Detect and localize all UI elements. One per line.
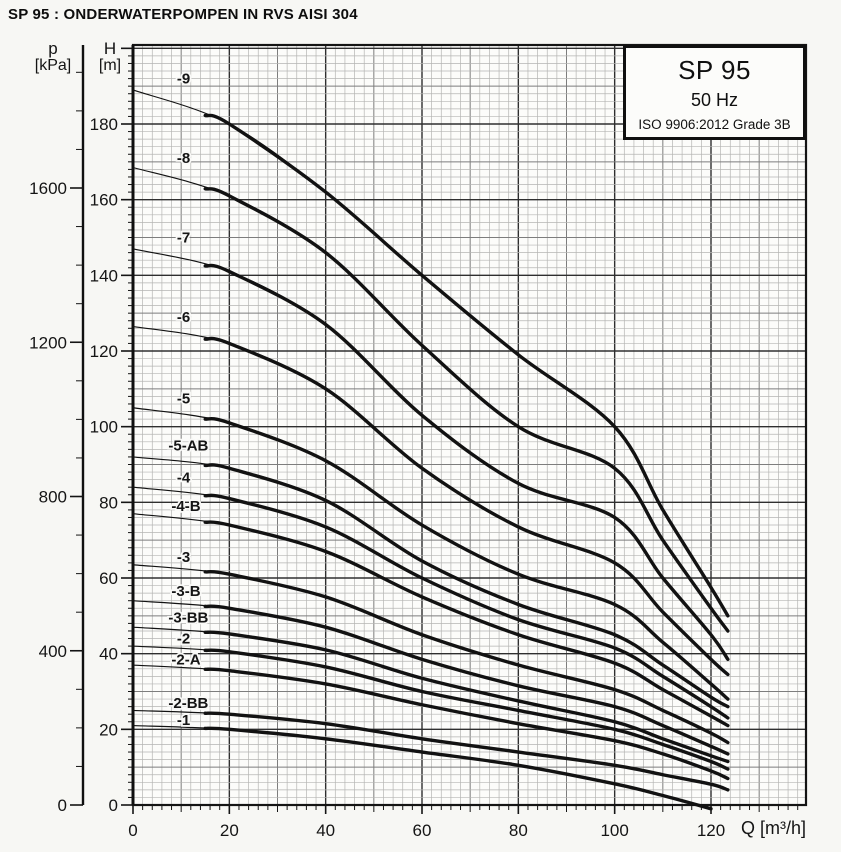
pump-curve-label--4-B: -4-B (171, 498, 200, 515)
legend-model: SP 95 (678, 55, 751, 85)
head-tick-label: 40 (99, 645, 118, 664)
head-tick-label: 20 (99, 720, 118, 739)
pressure-tick-label: 0 (58, 796, 67, 815)
head-tick-label: 100 (90, 418, 118, 437)
pump-curve--9 (203, 113, 730, 618)
pump-curve--5-AB (203, 463, 730, 709)
pump-curve-label--5-AB: -5-AB (168, 438, 208, 455)
pump-curve-label--4: -4 (177, 470, 191, 487)
head-tick-label: 0 (109, 796, 118, 815)
head-axis-title: H [m] (88, 40, 132, 74)
plot-area (133, 45, 806, 805)
pressure-tick-label: 400 (39, 642, 67, 661)
legend-standard: ISO 9906:2012 Grade 3B (638, 117, 791, 132)
pump-curve-label--3-B: -3-B (171, 583, 200, 600)
head-tick-label: 60 (99, 569, 118, 588)
pump-curve--4 (203, 493, 730, 720)
pressure-tick-label: 1200 (29, 333, 67, 352)
pump-curve-label--3-BB: -3-BB (168, 610, 208, 627)
pump-curve--6 (203, 336, 730, 677)
pump-curve-label--3: -3 (177, 549, 190, 566)
head-tick-label: 180 (90, 115, 118, 134)
head-axis-symbol: H (103, 39, 117, 58)
pump-curve--1 (203, 726, 713, 811)
head-tick-label: 160 (90, 191, 118, 210)
flow-tick-label: 100 (600, 821, 628, 840)
pump-curve--3 (203, 569, 730, 745)
flow-tick-label: 60 (413, 821, 432, 840)
legend-box: SP 95 50 Hz ISO 9906:2012 Grade 3B (623, 45, 806, 140)
pump-curve--2 (203, 648, 730, 771)
pump-curve-label--8: -8 (177, 150, 190, 167)
flow-tick-label: 80 (509, 821, 528, 840)
page-title: SP 95 : ONDERWATERPOMPEN IN RVS AISI 304 (8, 6, 358, 23)
pump-curve-label--6: -6 (177, 309, 190, 326)
pressure-axis-title: p [kPa] (26, 40, 80, 74)
flow-tick-label: 0 (128, 821, 137, 840)
pump-curve--4-B (203, 520, 730, 728)
pump-curve--3-BB (203, 630, 730, 764)
pressure-axis-unit: [kPa] (34, 57, 72, 74)
flow-axis-title: Q [m³/h] (741, 818, 807, 838)
pump-curve-label--9: -9 (177, 71, 190, 88)
head-tick-label: 140 (90, 266, 118, 285)
pump-curve--3-B (203, 604, 730, 756)
pump-curve--8 (203, 187, 730, 633)
pressure-tick-label: 800 (39, 488, 67, 507)
head-axis-unit: [m] (98, 57, 122, 74)
pump-curve-label--2: -2 (177, 631, 190, 648)
pressure-tick-label: 1600 (29, 179, 67, 198)
pump-curve-label--2-BB: -2-BB (168, 695, 208, 712)
pump-curve-label--7: -7 (177, 230, 190, 247)
pump-curve--7 (203, 263, 730, 662)
pump-curve--2-A (203, 667, 730, 781)
pump-curve-label--5: -5 (177, 390, 190, 407)
pressure-axis-symbol: p (48, 39, 58, 58)
legend-frequency: 50 Hz (690, 90, 739, 110)
head-tick-label: 80 (99, 493, 118, 512)
pump-curve--5 (203, 416, 730, 701)
pump-curve--2-BB (203, 711, 730, 792)
pump-curve-label--1: -1 (177, 712, 190, 729)
flow-tick-label: 20 (220, 821, 239, 840)
pump-curve-label--2-A: -2-A (171, 651, 200, 668)
flow-tick-label: 40 (316, 821, 335, 840)
flow-tick-label: 120 (697, 821, 725, 840)
head-tick-label: 120 (90, 342, 118, 361)
